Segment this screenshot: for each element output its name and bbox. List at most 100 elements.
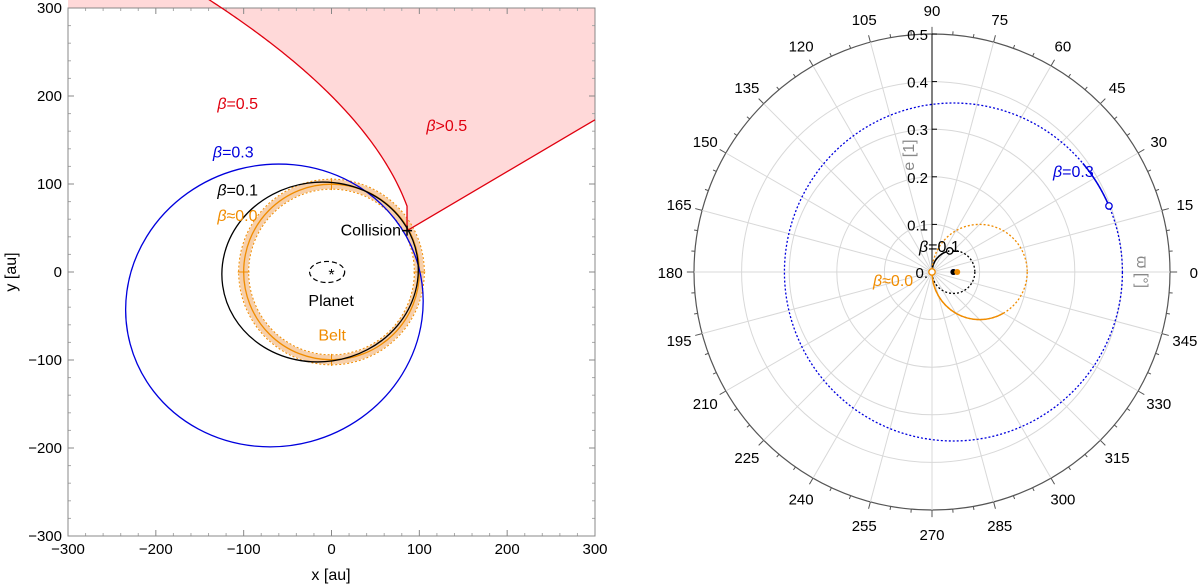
angular-grid-spoke bbox=[763, 271, 933, 441]
x-tick-label: −100 bbox=[227, 541, 261, 558]
radial-tick-label: 0. bbox=[915, 265, 928, 282]
angle-minor-tick bbox=[972, 34, 975, 38]
angle-tick-label: 0 bbox=[1190, 265, 1198, 282]
angle-tick-label: 270 bbox=[919, 527, 944, 544]
angle-minor-tick bbox=[1126, 133, 1131, 136]
angle-minor-tick bbox=[719, 148, 727, 154]
angle-minor-tick bbox=[758, 439, 765, 446]
angle-minor-tick bbox=[1012, 44, 1016, 49]
angle-minor-tick bbox=[1113, 116, 1118, 120]
angle-minor-tick bbox=[868, 501, 871, 509]
polar-orbit-solid-2 bbox=[931, 271, 1004, 321]
angle-minor-tick bbox=[1012, 495, 1016, 500]
angle-minor-tick bbox=[746, 424, 751, 428]
y-tick-label: 0 bbox=[54, 264, 62, 281]
angle-minor-tick bbox=[733, 408, 738, 411]
angle-tick-label: 330 bbox=[1146, 396, 1171, 413]
angle-minor-tick bbox=[889, 506, 892, 510]
series-label-0: β=0.5 bbox=[216, 96, 258, 113]
angle-tick-label: 150 bbox=[693, 134, 718, 151]
y-tick-label: 100 bbox=[37, 176, 62, 193]
angle-minor-tick bbox=[704, 352, 709, 356]
angular-grid-spoke bbox=[931, 103, 1101, 273]
angle-tick-label: 210 bbox=[693, 396, 718, 413]
polar-label-beta-0.1: β=0.1 bbox=[918, 239, 960, 256]
angle-tick-label: 255 bbox=[852, 518, 877, 535]
series-label-3: β≈0.0 bbox=[216, 208, 257, 225]
angle-minor-tick bbox=[719, 390, 727, 396]
x-axis-title: x [au] bbox=[311, 567, 350, 584]
angle-minor-tick bbox=[1068, 466, 1071, 471]
angle-minor-tick bbox=[694, 312, 698, 315]
angular-grid-spoke bbox=[725, 271, 933, 392]
angular-grid-spoke bbox=[931, 41, 995, 273]
planet-label: Planet bbox=[308, 293, 354, 310]
polar-label-beta-0.3: β=0.3 bbox=[1052, 164, 1094, 181]
angular-grid-spoke bbox=[931, 65, 1052, 273]
angular-grid-spoke bbox=[931, 271, 1052, 479]
polar-start-marker-0 bbox=[1105, 202, 1113, 210]
orbit-beta-0.1 bbox=[221, 181, 419, 363]
angular-grid-spoke bbox=[701, 271, 933, 335]
angle-tick-label: 60 bbox=[1055, 38, 1072, 55]
angle-minor-tick bbox=[1166, 229, 1170, 232]
angle-minor-tick bbox=[1099, 98, 1106, 105]
radial-tick-label: 0.5 bbox=[907, 27, 928, 44]
angle-tick-label: 195 bbox=[667, 333, 692, 350]
angle-tick-label: 75 bbox=[991, 12, 1008, 29]
beta-over-half-region bbox=[68, 0, 595, 231]
angle-minor-tick bbox=[972, 506, 975, 510]
y-tick-label: 200 bbox=[37, 88, 62, 105]
angle-minor-tick bbox=[1126, 408, 1131, 411]
angle-minor-tick bbox=[776, 86, 780, 91]
angle-tick-label: 105 bbox=[852, 12, 877, 29]
angle-minor-tick bbox=[1137, 148, 1145, 154]
planet-orbit bbox=[308, 260, 346, 284]
angle-tick-label: 285 bbox=[987, 518, 1012, 535]
star-marker: * bbox=[328, 267, 334, 284]
angle-minor-tick bbox=[993, 501, 996, 509]
angle-minor-tick bbox=[1137, 390, 1145, 396]
angle-minor-tick bbox=[1147, 372, 1152, 375]
angle-minor-tick bbox=[1050, 477, 1056, 485]
angle-minor-tick bbox=[758, 98, 765, 105]
x-tick-label: 200 bbox=[495, 541, 520, 558]
angle-minor-tick bbox=[695, 333, 703, 336]
angle-minor-tick bbox=[712, 169, 717, 172]
orbit-plot: −300 −200 −100 0 100 200 300 −300 −200 −100 0 100 20… bbox=[3, 0, 608, 584]
angle-tick-label: 225 bbox=[734, 450, 759, 467]
angle-minor-tick bbox=[1161, 208, 1169, 211]
angle-minor-tick bbox=[1068, 73, 1071, 78]
angle-minor-tick bbox=[695, 208, 703, 211]
angle-tick-label: 30 bbox=[1150, 134, 1167, 151]
angle-minor-tick bbox=[1113, 424, 1118, 428]
angle-minor-tick bbox=[808, 59, 814, 67]
angle-minor-tick bbox=[704, 188, 709, 192]
radial-tick-label: 0.3 bbox=[907, 122, 928, 139]
y-tick-label: −200 bbox=[28, 440, 62, 457]
angle-minor-tick bbox=[746, 116, 751, 120]
angular-grid-spoke bbox=[931, 271, 1139, 392]
angle-tick-label: 15 bbox=[1177, 197, 1194, 214]
angle-minor-tick bbox=[993, 35, 996, 43]
polar-plot: 0 15 30 45 60 75 90 105 120 135 150 165 180 195 210 225… bbox=[658, 3, 1198, 544]
angle-tick-label: 240 bbox=[789, 492, 814, 509]
polar-start-marker-2 bbox=[928, 268, 936, 276]
angle-tick-label: 90 bbox=[924, 3, 941, 20]
x-tick-label: −200 bbox=[139, 541, 173, 558]
angular-grid-spoke bbox=[931, 271, 1163, 335]
angular-grid-spoke bbox=[931, 152, 1139, 273]
angle-tick-label: 165 bbox=[667, 197, 692, 214]
angle-minor-tick bbox=[848, 44, 852, 49]
angle-minor-tick bbox=[712, 372, 717, 375]
angular-grid-spoke bbox=[701, 209, 933, 273]
belt-label: Belt bbox=[318, 328, 346, 345]
angle-minor-tick bbox=[848, 495, 852, 500]
angle-minor-tick bbox=[1050, 59, 1056, 67]
angle-minor-tick bbox=[829, 52, 832, 57]
angle-minor-tick bbox=[868, 35, 871, 43]
x-tick-label: 100 bbox=[407, 541, 432, 558]
polar-label-beta-0.0: β≈0.0 bbox=[872, 273, 913, 290]
angle-minor-tick bbox=[1147, 169, 1152, 172]
